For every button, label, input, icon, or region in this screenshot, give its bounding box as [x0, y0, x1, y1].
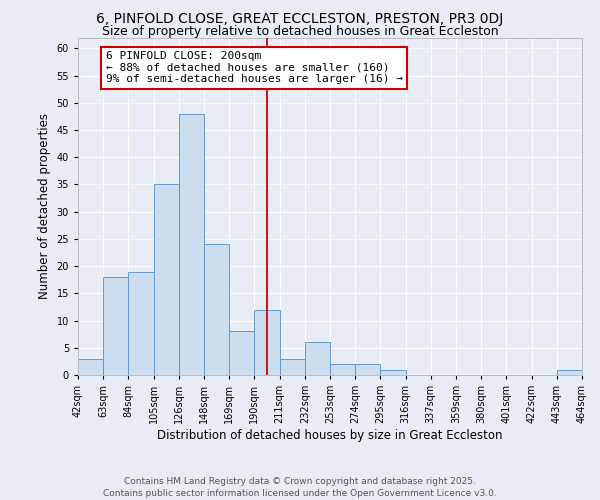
Text: Contains HM Land Registry data © Crown copyright and database right 2025.
Contai: Contains HM Land Registry data © Crown c…: [103, 476, 497, 498]
X-axis label: Distribution of detached houses by size in Great Eccleston: Distribution of detached houses by size …: [157, 429, 503, 442]
Bar: [355, 364, 380, 375]
Y-axis label: Number of detached properties: Number of detached properties: [38, 114, 51, 299]
Bar: [179, 114, 204, 375]
Bar: [305, 342, 330, 375]
Text: Size of property relative to detached houses in Great Eccleston: Size of property relative to detached ho…: [101, 25, 499, 38]
Bar: [204, 244, 229, 375]
Bar: [103, 277, 128, 375]
Bar: [330, 364, 355, 375]
Bar: [280, 358, 305, 375]
Bar: [128, 272, 154, 375]
Bar: [380, 370, 406, 375]
Bar: [229, 332, 254, 375]
Bar: [254, 310, 280, 375]
Bar: [557, 370, 582, 375]
Bar: [154, 184, 179, 375]
Text: 6, PINFOLD CLOSE, GREAT ECCLESTON, PRESTON, PR3 0DJ: 6, PINFOLD CLOSE, GREAT ECCLESTON, PREST…: [97, 12, 503, 26]
Text: 6 PINFOLD CLOSE: 200sqm
← 88% of detached houses are smaller (160)
9% of semi-de: 6 PINFOLD CLOSE: 200sqm ← 88% of detache…: [106, 51, 403, 84]
Bar: [78, 358, 103, 375]
